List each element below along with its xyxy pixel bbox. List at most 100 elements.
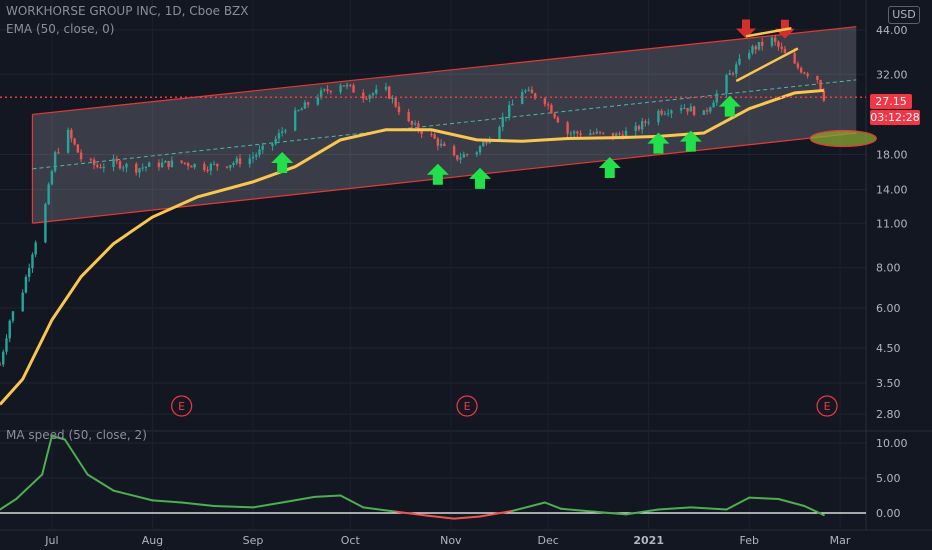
time-tick-label: Aug xyxy=(142,534,163,547)
candle-body xyxy=(796,63,800,68)
candle-body xyxy=(728,73,731,75)
osc-segment xyxy=(748,496,780,500)
candle-body xyxy=(167,160,170,168)
candle-body xyxy=(345,84,349,87)
time-tick-label: Mar xyxy=(830,534,851,547)
oscillator-legend[interactable]: MA speed (50, close, 2) xyxy=(6,428,147,442)
candle-body xyxy=(371,93,375,96)
candle-body xyxy=(748,53,751,59)
candle-body xyxy=(319,90,323,98)
candle-body xyxy=(793,53,796,64)
price-badges: 27.15 03:12:28 xyxy=(870,94,920,125)
candle-body xyxy=(397,106,401,113)
candle-body xyxy=(323,89,326,91)
candle-body xyxy=(209,163,213,171)
countdown-badge xyxy=(870,110,920,125)
candle-body xyxy=(407,112,410,122)
candle-body xyxy=(352,85,355,93)
candle-body xyxy=(679,108,683,111)
up-arrow-icon xyxy=(426,163,449,185)
candle-body xyxy=(705,110,709,112)
osc-segment xyxy=(777,498,806,507)
candle-body xyxy=(439,143,443,146)
osc-segment xyxy=(657,506,692,511)
price-tick-label: 6.00 xyxy=(876,302,901,315)
osc-segment xyxy=(479,509,514,518)
currency-button[interactable]: USD xyxy=(888,6,920,24)
candle-body xyxy=(303,102,307,109)
candle-body xyxy=(550,104,553,114)
candle-body xyxy=(761,42,764,46)
candle-body xyxy=(164,160,167,163)
candle-body xyxy=(57,152,60,154)
candle-body xyxy=(430,134,433,136)
candle-body xyxy=(647,122,650,124)
symbol-legend[interactable]: WORKHORSE GROUP INC, 1D, Cboe BZX xyxy=(6,4,249,18)
candle-body xyxy=(511,103,514,106)
candle-body xyxy=(576,131,579,134)
candle-body xyxy=(504,116,508,118)
candle-body xyxy=(731,73,735,75)
candle-body xyxy=(0,364,2,366)
candle-body xyxy=(754,46,757,50)
candle-body xyxy=(689,106,693,112)
candle-body xyxy=(806,73,809,76)
candle-body xyxy=(641,121,644,130)
earnings-label: E xyxy=(178,400,185,413)
candle-body xyxy=(99,167,102,169)
chart-grid xyxy=(0,0,932,531)
candle-body xyxy=(76,144,80,153)
candle-body xyxy=(66,129,70,153)
candle-body xyxy=(316,97,320,105)
candle-body xyxy=(362,92,365,99)
osc-segment xyxy=(213,505,254,509)
channel-fill xyxy=(32,26,857,224)
candle-body xyxy=(112,158,115,167)
candle-body xyxy=(527,89,530,91)
candle-body xyxy=(611,132,615,139)
osc-segment xyxy=(0,498,18,511)
candle-body xyxy=(297,110,300,112)
osc-tick-label: 5.00 xyxy=(876,472,901,485)
candle-body xyxy=(595,131,598,134)
candle-body xyxy=(475,152,478,155)
osc-segment xyxy=(803,505,825,517)
candle-body xyxy=(566,122,569,134)
channel-mid-line xyxy=(32,79,857,170)
candle-body xyxy=(773,37,777,42)
candle-body xyxy=(375,89,378,94)
osc-segment xyxy=(453,515,482,520)
time-tick-label: Sep xyxy=(243,534,264,547)
candle-body xyxy=(803,72,806,74)
candle-body xyxy=(258,149,261,155)
candle-body xyxy=(138,168,141,173)
candle-body xyxy=(666,113,670,115)
candle-body xyxy=(783,48,787,54)
candle-body xyxy=(569,133,573,135)
ema-legend[interactable]: EMA (50, close, 0) xyxy=(6,22,115,36)
candle-body xyxy=(183,162,187,164)
time-tick-label: Dec xyxy=(537,534,558,547)
price-tick-label: 18.00 xyxy=(876,149,908,162)
price-axis[interactable]: 44.00 32.00 18.00 14.00 11.00 8.00 6.00 4.50 3.5… xyxy=(876,24,908,520)
earnings-icon xyxy=(456,395,478,417)
candle-body xyxy=(206,170,209,172)
candle-body xyxy=(436,138,440,146)
candle-body xyxy=(186,163,190,166)
time-axis[interactable]: Jul Aug Sep Oct Nov Dec 2021 Feb Mar xyxy=(44,534,851,547)
candle-body xyxy=(349,84,352,86)
price-tick-label: 44.00 xyxy=(876,24,908,37)
candle-body xyxy=(388,86,391,99)
candle-body xyxy=(274,138,277,144)
candle-body xyxy=(482,141,485,147)
candle-body xyxy=(738,58,741,65)
candle-body xyxy=(391,97,394,99)
candle-body xyxy=(822,90,826,101)
up-arrow-icon xyxy=(679,130,702,152)
osc-segment xyxy=(63,438,89,476)
candle-body xyxy=(592,133,595,135)
candle-body xyxy=(546,104,550,106)
candle-body xyxy=(141,167,144,169)
candle-body xyxy=(770,37,774,46)
